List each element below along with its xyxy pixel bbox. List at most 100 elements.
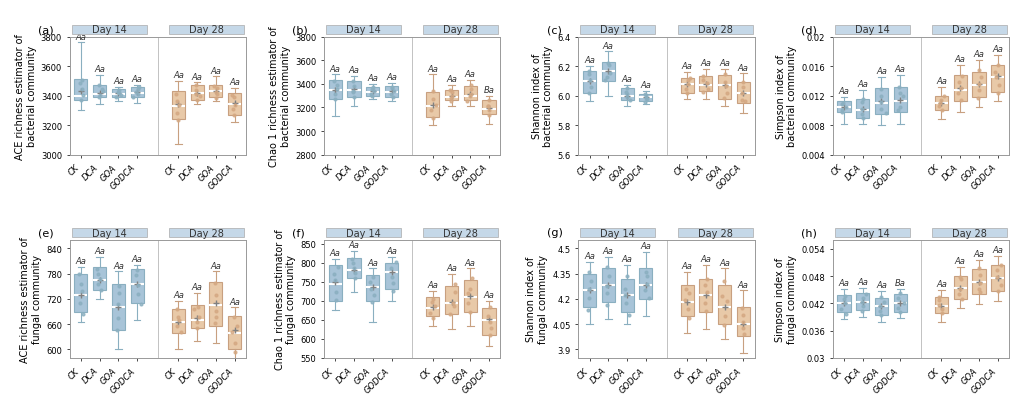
Point [169,110,185,117]
Text: Aa: Aa [348,241,359,250]
Point [854,100,870,106]
PathPatch shape [602,63,615,82]
Point [972,290,988,296]
Point [327,78,343,85]
Point [620,92,636,99]
Point [854,111,870,118]
Point [581,72,597,78]
Point [838,104,854,111]
Point [132,301,148,308]
Text: Aa: Aa [954,55,966,64]
PathPatch shape [737,308,750,336]
Point [129,92,145,99]
Point [224,92,241,99]
Point [854,299,870,306]
Point [716,321,732,328]
Point [226,339,243,346]
FancyBboxPatch shape [169,229,244,238]
Point [717,79,733,86]
Point [384,85,400,91]
Point [169,98,185,105]
Text: Aa: Aa [173,290,184,299]
Point [617,90,634,96]
Text: Aa: Aa [465,258,476,267]
Point [872,106,889,112]
Text: Aa: Aa [427,281,438,290]
Point [111,90,127,97]
Point [971,265,987,272]
Point [328,277,344,284]
Point [580,307,596,314]
Point [950,79,967,86]
FancyBboxPatch shape [169,26,244,35]
Point [890,305,906,311]
Point [638,269,654,276]
Text: Day 28: Day 28 [189,25,224,35]
Point [130,282,146,288]
Point [92,276,109,282]
PathPatch shape [838,295,851,313]
Point [878,110,894,117]
Text: (e): (e) [38,228,53,238]
Point [170,317,186,324]
Point [347,270,364,277]
Point [74,87,90,93]
Point [637,99,653,106]
Text: Day 28: Day 28 [697,228,733,238]
Text: Aa: Aa [877,67,887,76]
Point [951,291,968,298]
Text: Ba: Ba [483,85,495,94]
Point [463,83,479,89]
PathPatch shape [228,93,242,115]
Point [92,287,109,294]
Text: (h): (h) [801,228,817,238]
Text: Aa: Aa [640,81,651,90]
Point [697,308,714,315]
Point [362,91,379,98]
Point [931,103,947,110]
Point [931,302,947,308]
Point [361,279,378,285]
Point [857,291,873,297]
Point [873,312,890,319]
Text: Aa: Aa [191,282,203,291]
Text: Aa: Aa [173,71,184,80]
Text: Aa: Aa [368,258,378,267]
PathPatch shape [172,310,185,333]
Point [617,300,634,307]
Text: Aa: Aa [94,246,105,255]
Point [383,92,399,98]
Text: Day 28: Day 28 [443,228,478,238]
Point [971,67,987,74]
Point [717,313,733,320]
Point [680,306,696,312]
Text: Day 28: Day 28 [952,228,987,238]
Text: Day 14: Day 14 [92,25,126,35]
Text: Aa: Aa [211,67,221,75]
Point [441,88,458,94]
Point [582,78,598,85]
Point [329,82,345,89]
Point [464,275,480,281]
Point [602,70,618,77]
Point [187,83,204,89]
Point [462,286,478,292]
Point [620,273,636,280]
Point [75,92,91,99]
PathPatch shape [367,88,379,97]
Point [188,98,205,104]
Point [972,272,988,279]
PathPatch shape [75,274,87,312]
PathPatch shape [445,90,458,101]
Point [365,94,381,100]
Text: Day 14: Day 14 [600,228,635,238]
Point [895,94,911,100]
FancyBboxPatch shape [423,229,499,238]
Point [718,84,734,90]
PathPatch shape [445,286,458,315]
Point [681,76,697,82]
Point [423,108,439,114]
PathPatch shape [482,101,496,115]
Point [481,107,498,114]
Point [424,296,440,302]
